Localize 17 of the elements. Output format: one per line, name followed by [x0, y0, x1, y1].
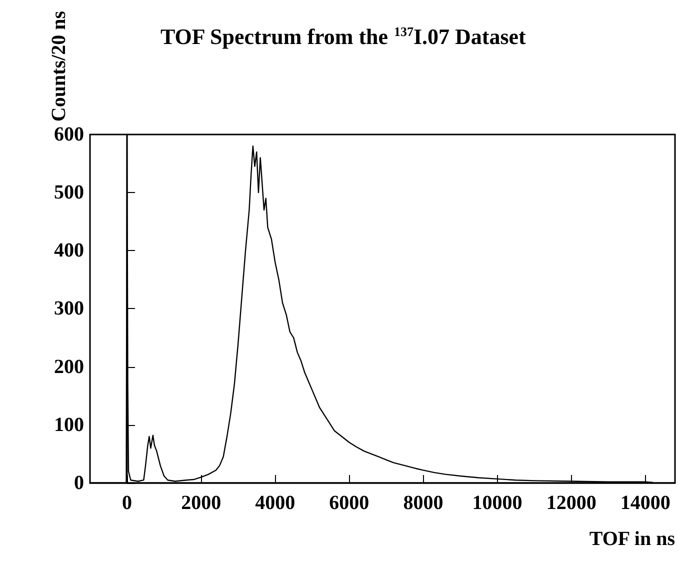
y-tick-label: 0	[74, 472, 84, 494]
x-tick-label: 2000	[181, 492, 222, 514]
x-tick-label: 4000	[255, 492, 296, 514]
y-tick-label: 300	[54, 298, 84, 320]
y-axis-title: Counts/20 ns	[48, 10, 70, 122]
x-tick-label: 14000	[620, 492, 670, 514]
x-tick-label: 6000	[329, 492, 370, 514]
y-tick-label: 100	[54, 414, 84, 436]
x-tick-label: 0	[122, 492, 132, 514]
x-tick-label: 12000	[546, 492, 596, 514]
x-tick-label: 10000	[472, 492, 522, 514]
x-axis-title: TOF in ns	[589, 528, 676, 550]
y-tick-label: 500	[54, 182, 84, 204]
y-tick-label: 200	[54, 356, 84, 378]
y-tick-label: 600	[54, 123, 84, 146]
y-tick-label: 400	[54, 240, 84, 262]
x-tick-label: 8000	[403, 492, 444, 514]
